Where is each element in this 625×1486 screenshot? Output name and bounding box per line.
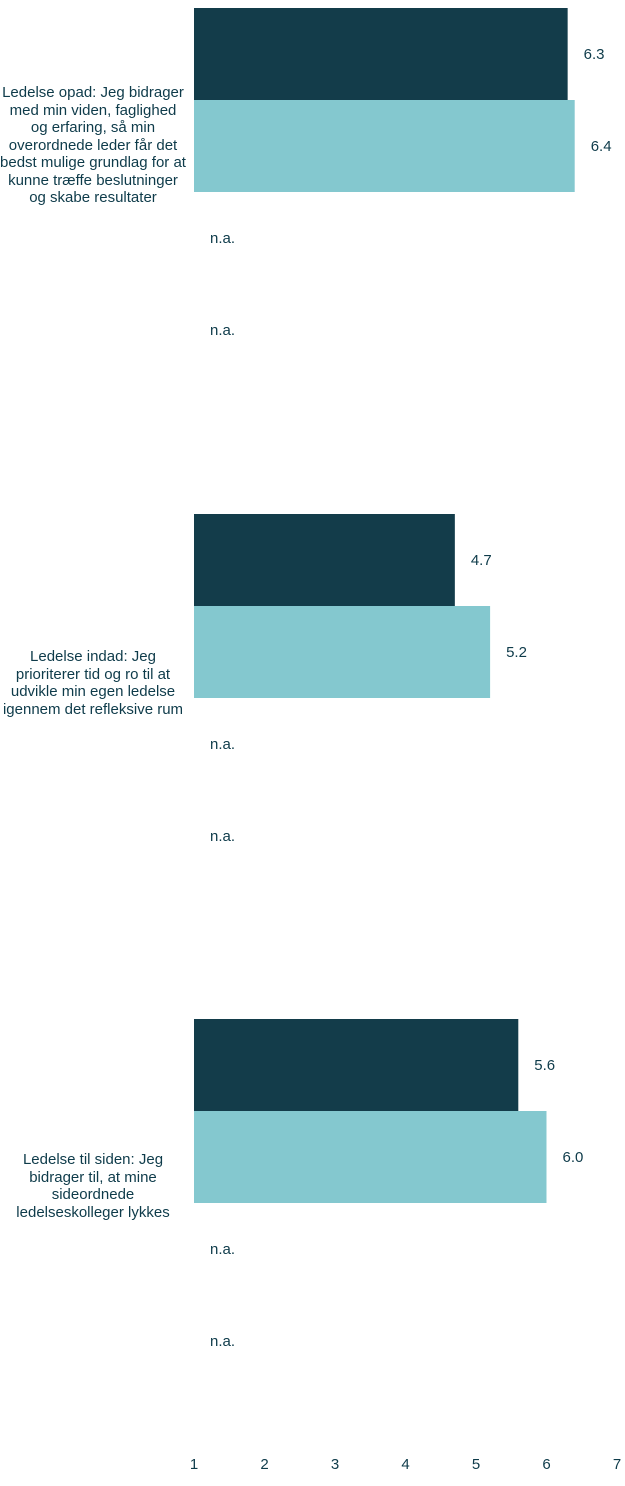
data-label: 6.3 [584,46,605,63]
data-label: n.a. [210,230,235,247]
data-label: 6.0 [563,1149,584,1166]
data-label: n.a. [210,1333,235,1350]
x-tick-label: 7 [613,1456,621,1473]
category-label: Ledelse til siden: Jeg bidrager til, at … [16,1151,170,1221]
data-label: n.a. [210,322,235,339]
category-label: Ledelse opad: Jeg bidrager med min viden… [0,84,186,206]
data-label: 6.4 [591,138,612,155]
bar [194,1111,547,1203]
x-tick-label: 3 [331,1456,339,1473]
data-label: n.a. [210,828,235,845]
bar [194,1019,519,1111]
data-label: 4.7 [471,552,492,569]
data-label: n.a. [210,736,235,753]
category-label: Ledelse indad: Jeg prioriterer tid og ro… [2,648,184,718]
bar [194,606,491,698]
data-label: 5.6 [534,1057,555,1074]
data-label: 5.2 [506,644,527,661]
data-label: n.a. [210,1241,235,1258]
x-tick-label: 1 [190,1456,198,1473]
bar [194,100,575,192]
x-tick-label: 2 [260,1456,268,1473]
x-tick-label: 5 [472,1456,480,1473]
bar [194,514,455,606]
x-tick-label: 4 [401,1456,409,1473]
bar [194,8,568,100]
x-tick-label: 6 [542,1456,550,1473]
